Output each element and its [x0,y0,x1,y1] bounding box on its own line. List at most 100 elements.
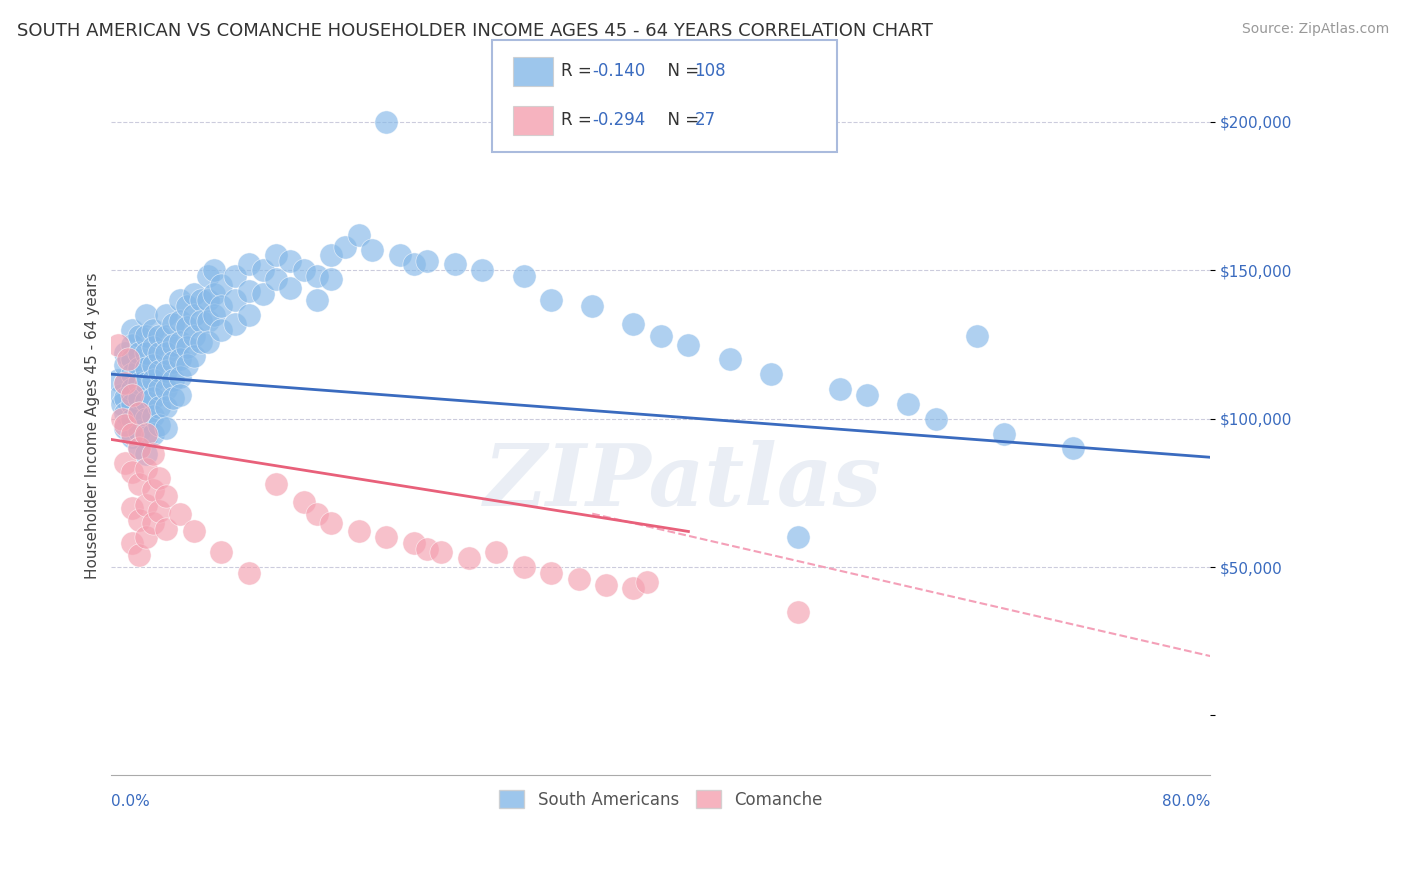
Point [209,278,232,293]
Point [856,388,879,402]
Point [321,272,343,286]
Point [828,382,851,396]
Point [581,299,603,313]
Point [650,328,672,343]
Point [107,337,129,351]
Point [155,420,177,434]
Point [121,465,143,479]
Point [457,551,479,566]
Point [375,530,398,544]
Point [623,317,645,331]
Point [148,364,170,378]
Legend: South Americans, Comanche: South Americans, Comanche [492,784,830,815]
Y-axis label: Householder Income Ages 45 - 64 years: Householder Income Ages 45 - 64 years [86,273,100,580]
Point [135,308,157,322]
Point [121,382,143,396]
Point [114,376,136,390]
Point [135,498,157,512]
Text: Source: ZipAtlas.com: Source: ZipAtlas.com [1241,22,1389,37]
Text: 108: 108 [695,62,725,80]
Point [114,346,136,360]
Point [238,308,260,322]
Point [759,368,782,382]
Point [787,605,810,619]
Point [135,376,157,390]
Point [183,287,205,301]
Point [512,269,534,284]
Point [148,417,170,432]
Point [142,359,165,373]
Point [142,409,165,423]
Point [148,328,170,343]
Point [128,346,150,360]
Point [142,516,165,530]
Point [209,299,232,313]
Point [292,263,315,277]
Point [966,328,988,343]
Text: ZIPatlas: ZIPatlas [484,440,882,524]
Point [416,254,439,268]
Point [264,477,287,491]
Point [142,391,165,405]
Point [155,489,177,503]
Point [540,566,562,580]
Point [155,308,177,322]
Point [321,516,343,530]
Point [142,447,165,461]
Point [155,521,177,535]
Point [169,293,191,307]
Point [111,397,134,411]
Point [114,391,136,405]
Point [307,507,329,521]
Text: R =: R = [561,62,598,80]
Point [121,352,143,367]
Point [142,323,165,337]
Point [512,560,534,574]
Point [375,115,398,129]
Point [292,495,315,509]
Text: 0.0%: 0.0% [111,794,150,809]
Point [169,352,191,367]
Text: R =: R = [561,112,598,129]
Point [224,269,246,284]
Point [190,314,212,328]
Text: 27: 27 [695,112,716,129]
Point [148,382,170,396]
Point [135,393,157,408]
Point [204,308,226,322]
Point [333,239,356,253]
Point [204,287,226,301]
Point [135,426,157,441]
Point [183,524,205,539]
Point [128,548,150,562]
Point [135,530,157,544]
Point [176,341,198,355]
Point [155,328,177,343]
Point [169,388,191,402]
Point [787,530,810,544]
Point [321,248,343,262]
Point [121,536,143,550]
Point [162,337,184,351]
Point [595,578,617,592]
Point [135,328,157,343]
Point [197,314,219,328]
Point [402,257,425,271]
Point [128,391,150,405]
Point [128,406,150,420]
Point [278,254,301,268]
Point [224,317,246,331]
Point [135,429,157,443]
Point [183,308,205,322]
Point [128,376,150,390]
Point [567,572,589,586]
Point [121,397,143,411]
Point [110,388,132,402]
Point [925,411,948,425]
Point [402,536,425,550]
Point [114,456,136,470]
Point [117,352,139,367]
Point [128,361,150,376]
Point [121,500,143,515]
Point [238,257,260,271]
